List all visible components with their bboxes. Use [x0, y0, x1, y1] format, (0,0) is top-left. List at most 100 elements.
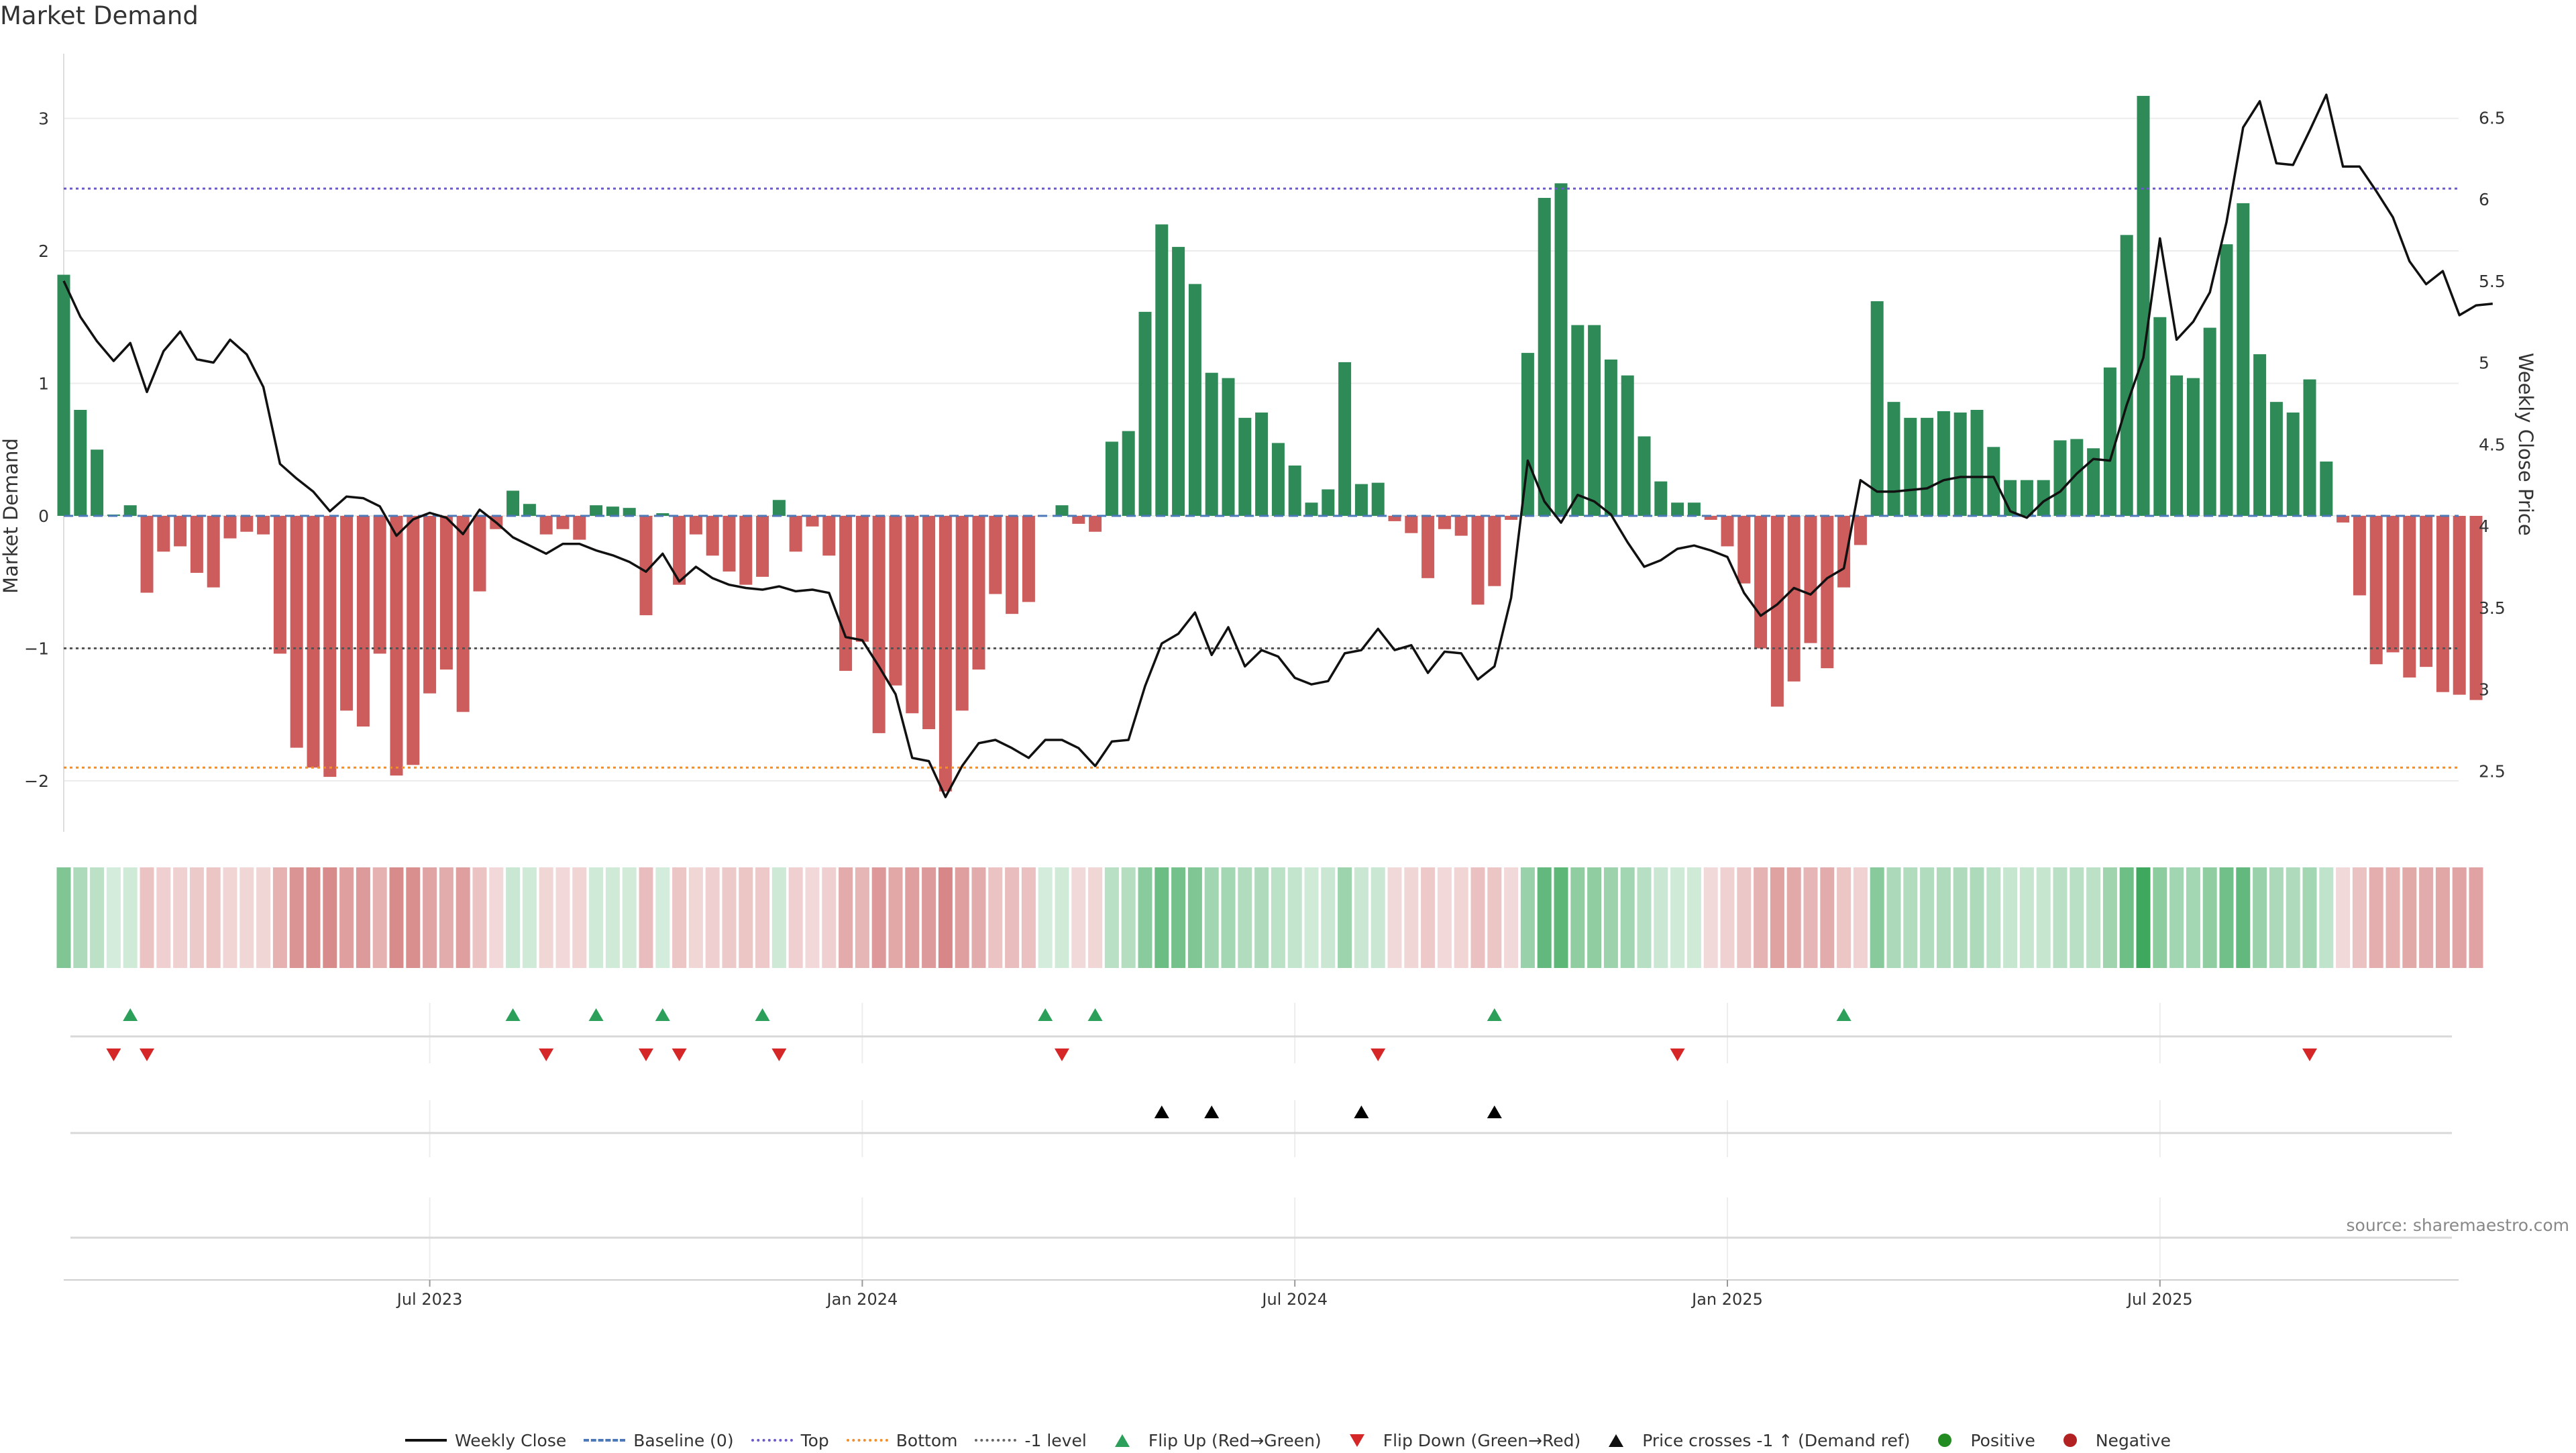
heat-strip-cell: [1720, 867, 1735, 968]
heat-strip-cell: [1121, 867, 1136, 968]
chart-legend: Weekly Close Baseline (0) Top Bottom -1 …: [0, 1428, 2576, 1453]
demand-bar: [722, 516, 736, 572]
left-tick-label: 3: [38, 109, 49, 129]
heat-strip-cell: [2102, 867, 2117, 968]
demand-bar: [123, 505, 137, 516]
demand-bar: [623, 508, 636, 516]
flip-down-marker: [639, 1048, 653, 1061]
demand-bar: [1322, 489, 1335, 516]
heat-strip-cell: [1454, 867, 1468, 968]
demand-bar: [340, 516, 354, 711]
flip-down-marker: [1371, 1048, 1386, 1061]
demand-bar: [1704, 516, 1717, 520]
demand-bar: [938, 516, 952, 792]
flip-up-marker: [755, 1008, 770, 1021]
heat-strip-cell: [2269, 867, 2284, 968]
demand-bar: [523, 504, 536, 516]
demand-bar: [2253, 354, 2267, 516]
heat-strip-cell: [1005, 867, 1020, 968]
demand-bar: [789, 516, 802, 552]
demand-bar: [356, 516, 370, 727]
demand-bar: [1538, 198, 1551, 516]
demand-bar: [2337, 516, 2350, 523]
right-tick-label: 6.5: [2479, 108, 2506, 127]
demand-bar: [972, 516, 985, 670]
heat-strip-cell: [189, 867, 204, 968]
heat-strip-cell: [1770, 867, 1784, 968]
left-tick-label: 0: [38, 506, 49, 526]
heat-strip-cell: [2153, 867, 2167, 968]
legend-label: Weekly Close: [454, 1430, 567, 1450]
x-tick-label: Jul 2023: [396, 1290, 463, 1309]
heat-strip-cell: [622, 867, 637, 968]
demand-bar: [539, 516, 553, 535]
heat-strip-cell: [389, 867, 404, 968]
heat-strip-cell: [489, 867, 504, 968]
heat-strip-cell: [555, 867, 570, 968]
heat-strip-cell: [2019, 867, 2034, 968]
x-tick-label: Jul 2025: [2126, 1290, 2193, 1309]
heat-strip-cell: [739, 867, 753, 968]
demand-bar: [1770, 516, 1784, 707]
flip-up-marker: [1836, 1008, 1851, 1021]
demand-bar: [1787, 516, 1801, 682]
heat-strip-cell: [56, 867, 71, 968]
heat-strip-cell: [1953, 867, 1968, 968]
demand-bar: [1338, 362, 1352, 516]
price-cross-icon: [1609, 1434, 1624, 1447]
heat-strip-cell: [289, 867, 304, 968]
demand-bar: [2137, 95, 2150, 517]
heat-strip-cell: [123, 867, 138, 968]
demand-bar: [1987, 447, 2000, 516]
demand-bar: [1255, 412, 1269, 516]
demand-bar: [1687, 502, 1701, 516]
flip-up-marker: [655, 1008, 670, 1021]
demand-bar: [2436, 516, 2449, 692]
demand-bar: [2186, 378, 2200, 516]
heat-strip-cell: [688, 867, 703, 968]
heat-strip-cell: [1021, 867, 1036, 968]
legend-symbol: [846, 1439, 888, 1442]
heat-strip-cell: [1371, 867, 1385, 968]
demand-bar: [2286, 412, 2300, 516]
demand-bar: [2120, 235, 2133, 516]
heat-strip-cell: [655, 867, 670, 968]
flip-down-marker: [2302, 1048, 2317, 1061]
demand-bar: [2420, 516, 2433, 667]
demand-bar: [1521, 353, 1534, 516]
x-tick-label: Jan 2024: [826, 1290, 898, 1309]
demand-bar: [473, 516, 486, 592]
demand-bar: [739, 516, 753, 585]
heat-strip-cell: [2452, 867, 2467, 968]
demand-bar: [190, 516, 203, 573]
demand-bar: [407, 516, 420, 765]
heat-strip-cell: [173, 867, 188, 968]
heat-strip-cell: [2070, 867, 2084, 968]
heat-strip-cell: [1820, 867, 1835, 968]
heat-strip-cell: [905, 867, 920, 968]
demand-bar: [1089, 516, 1102, 532]
heat-strip-cell: [2202, 867, 2217, 968]
heat-strip-cell: [1603, 867, 1618, 968]
heat-strip-cell: [1071, 867, 1086, 968]
demand-bar: [390, 516, 403, 776]
demand-bar: [157, 516, 170, 552]
demand-bar: [1155, 224, 1169, 516]
heat-strip-cell: [705, 867, 720, 968]
heat-strip-cell: [871, 867, 886, 968]
price-cross-marker: [1154, 1106, 1169, 1118]
demand-bar: [2220, 244, 2233, 516]
heat-strip-cell: [1920, 867, 1935, 968]
legend-label: Price crosses -1 ↑ (Demand ref): [1642, 1430, 1911, 1450]
chart-title: Market Demand: [0, 1, 199, 30]
flip-down-marker: [1055, 1048, 1069, 1061]
heat-strip-cell: [323, 867, 337, 968]
demand-bar: [689, 516, 702, 535]
heat-strip-cell: [855, 867, 869, 968]
demand-bar: [806, 516, 819, 527]
demand-bar: [257, 516, 270, 535]
legend-label: Baseline (0): [633, 1430, 734, 1450]
demand-bar: [423, 516, 437, 694]
heat-strip-cell: [406, 867, 421, 968]
heat-strip-cell: [1221, 867, 1236, 968]
